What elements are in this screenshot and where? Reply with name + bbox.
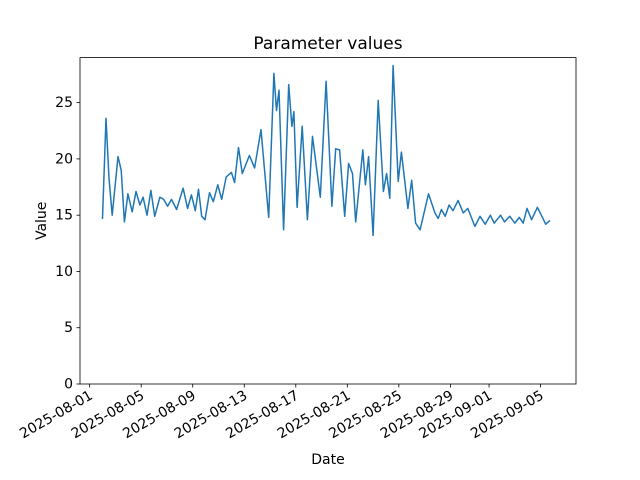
y-tick-label: 0: [64, 377, 73, 393]
y-axis-label: Value: [34, 202, 50, 240]
chart-title: Parameter values: [253, 34, 402, 54]
y-tick-label: 10: [55, 264, 73, 280]
x-axis-label: Date: [311, 452, 344, 468]
y-tick-label: 5: [64, 320, 73, 336]
plot-area-frame: [79, 57, 577, 385]
y-tick-label: 15: [55, 208, 73, 224]
data-line: [101, 64, 551, 237]
y-tick-label: 25: [55, 95, 73, 111]
y-tick-label: 20: [55, 151, 73, 167]
